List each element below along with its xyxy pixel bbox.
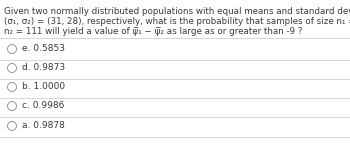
- Text: a. 0.9878: a. 0.9878: [22, 121, 65, 130]
- Text: c. 0.9986: c. 0.9986: [22, 101, 64, 110]
- Text: e. 0.5853: e. 0.5853: [22, 44, 65, 53]
- Text: n₂ = 111 will yield a value of ψ̅₁ − ψ̅₂ as large as or greater than -9 ?: n₂ = 111 will yield a value of ψ̅₁ − ψ̅₂…: [4, 27, 302, 36]
- Text: (σ₁, σ₂) = (31, 28), respectively, what is the probability that samples of size : (σ₁, σ₂) = (31, 28), respectively, what …: [4, 17, 350, 26]
- Text: d. 0.9873: d. 0.9873: [22, 63, 65, 72]
- Text: Given two normally distributed populations with equal means and standard deviati: Given two normally distributed populatio…: [4, 7, 350, 16]
- Text: b. 1.0000: b. 1.0000: [22, 82, 65, 91]
